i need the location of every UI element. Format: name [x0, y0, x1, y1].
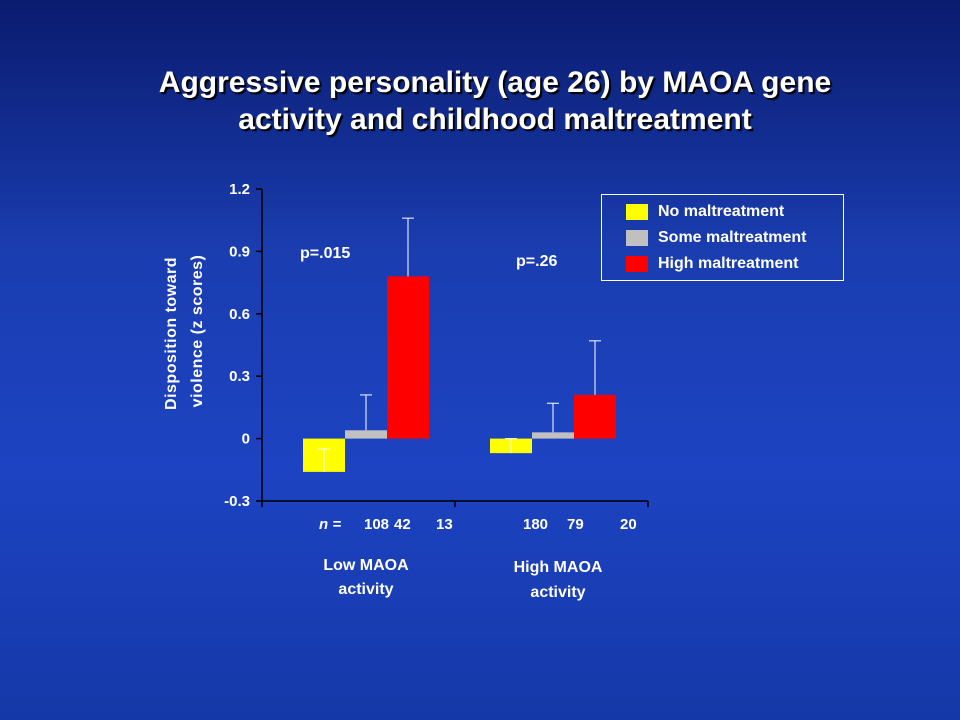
slide-title: Aggressive personality (age 26) by MAOA …	[0, 64, 960, 138]
sample-size-label: 42	[394, 516, 411, 533]
legend-item-no-maltreatment: No maltreatment	[626, 199, 784, 225]
bar	[387, 276, 429, 439]
y-tick-label: 0	[242, 431, 250, 448]
legend-swatch-high-maltreatment	[626, 256, 648, 272]
y-axis-label: Disposition toward violence (z scores)	[163, 252, 206, 410]
legend-swatch-no-maltreatment	[626, 204, 648, 220]
category-label-high-line-2: activity	[530, 584, 585, 601]
category-label-low-line-2: activity	[338, 581, 393, 598]
category-label-high: High MAOA activity	[514, 559, 603, 601]
legend-swatch-some-maltreatment	[626, 230, 648, 246]
slide-title-line-2: activity and childhood maltreatment	[238, 103, 752, 136]
slide-title-line-1: Aggressive personality (age 26) by MAOA …	[158, 66, 832, 99]
legend-item-some-maltreatment: Some maltreatment	[626, 225, 807, 251]
y-tick-label: 0.3	[229, 368, 250, 385]
sample-size-label: 20	[620, 516, 637, 533]
bar	[532, 432, 574, 439]
bar	[345, 430, 387, 439]
bars	[303, 276, 616, 472]
sample-size-label: 180	[523, 516, 548, 533]
y-axis-label-line-2: violence (z scores)	[189, 255, 206, 408]
y-axis-ticks: -0.3 0 0.3 0.6 0.9 1.2	[224, 181, 262, 510]
y-tick-label: 1.2	[229, 181, 250, 198]
bar	[574, 394, 616, 439]
legend-label-no-maltreatment: No maltreatment	[658, 203, 785, 220]
sample-size-label: 13	[436, 516, 453, 533]
y-tick-label: -0.3	[224, 493, 250, 510]
p-value-annotation-low: p=.015	[300, 245, 350, 262]
sample-size-prefix: n =	[319, 516, 341, 533]
legend-label-high-maltreatment: High maltreatment	[658, 255, 799, 272]
legend-label-some-maltreatment: Some maltreatment	[658, 229, 807, 246]
legend-item-high-maltreatment: High maltreatment	[626, 251, 798, 277]
sample-size-labels: n = 108 42 13 180 79 20	[319, 516, 637, 533]
sample-size-label: 108	[364, 516, 389, 533]
chart-legend: No maltreatment Some maltreatment High m…	[601, 194, 844, 281]
y-axis-label-line-1: Disposition toward	[163, 257, 180, 410]
error-bars	[318, 217, 601, 472]
category-label-high-line-1: High MAOA	[514, 559, 603, 576]
p-value-annotation-high: p=.26	[516, 253, 557, 270]
category-label-low-line-1: Low MAOA	[323, 557, 409, 574]
category-label-low: Low MAOA activity	[323, 557, 409, 598]
chart-axes	[261, 189, 649, 507]
sample-size-label: 79	[567, 516, 584, 533]
y-tick-label: 0.9	[229, 243, 250, 260]
y-tick-label: 0.6	[229, 306, 250, 323]
